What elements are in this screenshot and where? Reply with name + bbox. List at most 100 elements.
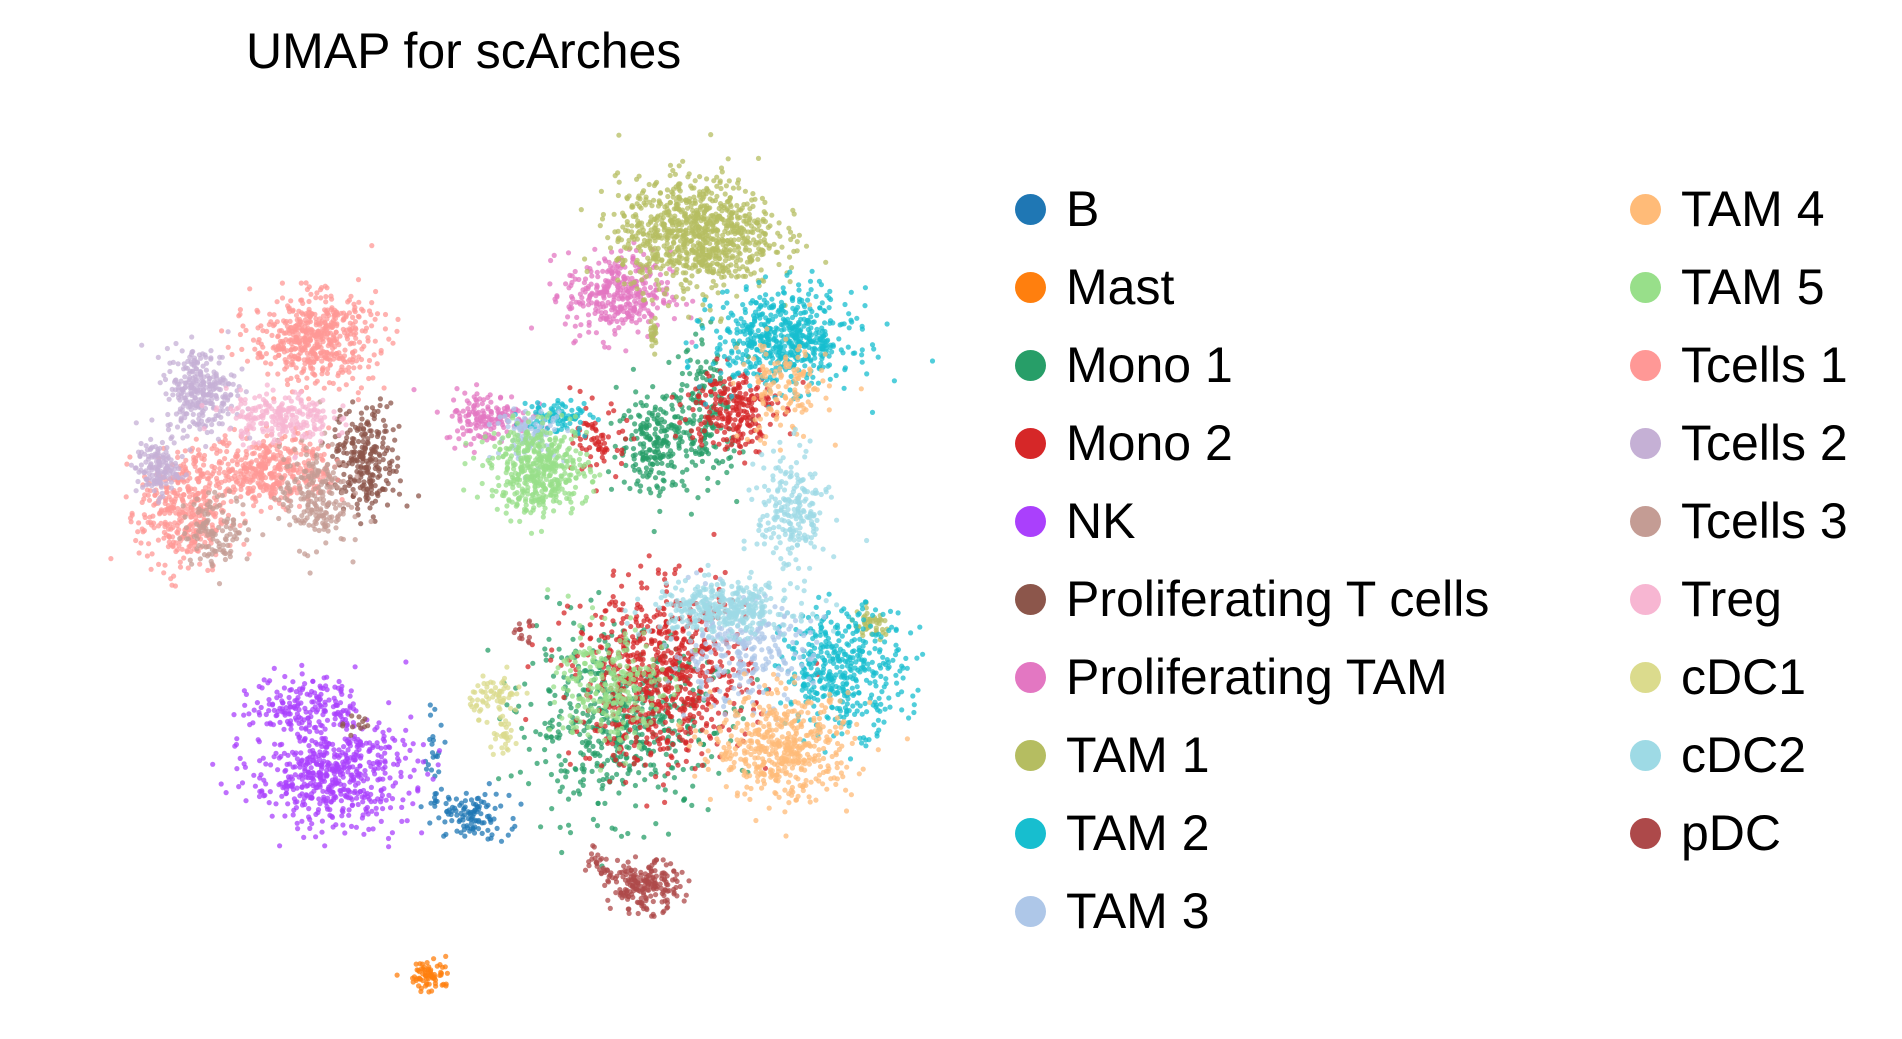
- data-point: [383, 744, 389, 751]
- data-point: [486, 781, 492, 787]
- data-point: [537, 731, 543, 737]
- data-point: [679, 706, 685, 712]
- data-point: [604, 772, 610, 778]
- data-point: [760, 218, 766, 224]
- data-point: [699, 751, 705, 757]
- data-point: [471, 811, 477, 817]
- data-point: [620, 616, 626, 622]
- data-point: [588, 597, 594, 603]
- data-point: [435, 762, 441, 768]
- data-point: [726, 376, 733, 382]
- data-point: [453, 796, 459, 802]
- data-point: [357, 485, 363, 491]
- data-point: [813, 293, 819, 300]
- data-point: [611, 736, 617, 742]
- data-point: [346, 812, 352, 818]
- data-point: [662, 571, 668, 577]
- data-point: [699, 414, 705, 420]
- data-point: [324, 717, 331, 723]
- data-point: [862, 285, 869, 291]
- data-point: [478, 414, 484, 420]
- data-point: [364, 458, 370, 464]
- data-point: [699, 203, 705, 209]
- data-point: [692, 178, 698, 184]
- data-point: [726, 679, 732, 685]
- data-point: [621, 707, 627, 713]
- data-point: [750, 229, 756, 236]
- data-point: [534, 760, 540, 767]
- data-point: [556, 721, 562, 728]
- data-point: [671, 775, 678, 781]
- data-point: [373, 811, 380, 817]
- data-point: [710, 278, 716, 284]
- data-point: [599, 633, 605, 639]
- data-point: [615, 170, 621, 176]
- data-point: [303, 792, 309, 798]
- data-point: [492, 805, 498, 812]
- data-point: [643, 273, 650, 279]
- data-point: [566, 822, 572, 828]
- data-point: [683, 262, 690, 269]
- data-point: [639, 585, 645, 591]
- data-point: [708, 432, 715, 438]
- data-point: [703, 220, 709, 226]
- data-point: [634, 481, 640, 487]
- data-point: [611, 211, 617, 217]
- data-point: [383, 478, 389, 484]
- data-point: [577, 603, 583, 609]
- data-point: [295, 731, 301, 737]
- data-point: [411, 767, 417, 773]
- data-point: [353, 824, 359, 830]
- data-point: [690, 439, 696, 446]
- data-point: [619, 317, 625, 323]
- data-point: [676, 647, 683, 654]
- data-point: [442, 819, 448, 825]
- data-point: [449, 818, 455, 824]
- data-point: [599, 454, 605, 460]
- data-point: [313, 784, 319, 791]
- data-point: [623, 779, 629, 786]
- data-point: [404, 818, 410, 824]
- data-point: [688, 395, 694, 401]
- data-point: [695, 359, 701, 365]
- data-point: [794, 239, 800, 245]
- data-point: [710, 464, 717, 471]
- data-point: [287, 761, 293, 767]
- data-point: [394, 972, 400, 978]
- data-point: [616, 790, 622, 796]
- data-point: [322, 843, 328, 849]
- data-point: [366, 759, 372, 766]
- data-point: [358, 755, 364, 761]
- data-point: [269, 813, 275, 819]
- data-point: [787, 279, 793, 285]
- data-point: [382, 451, 388, 457]
- data-point: [669, 394, 675, 400]
- data-point: [309, 775, 316, 782]
- data-point: [318, 691, 324, 697]
- data-point: [364, 790, 370, 797]
- data-point: [611, 408, 617, 414]
- data-point: [310, 678, 316, 684]
- data-point: [845, 344, 851, 350]
- data-point: [310, 757, 316, 764]
- data-point: [680, 469, 686, 475]
- data-point: [717, 334, 723, 341]
- data-point: [761, 209, 767, 215]
- data-point: [441, 833, 447, 839]
- data-point: [625, 300, 631, 306]
- data-point: [556, 753, 562, 759]
- data-point: [386, 470, 393, 476]
- data-point: [462, 833, 468, 839]
- data-point: [636, 770, 642, 776]
- data-point: [451, 397, 457, 403]
- data-point: [648, 771, 654, 777]
- data-point: [738, 707, 744, 714]
- data-point: [452, 445, 458, 451]
- data-point: [592, 246, 598, 252]
- data-point: [641, 188, 647, 194]
- data-point: [708, 132, 714, 138]
- data-point: [726, 673, 733, 679]
- data-point: [471, 449, 477, 455]
- data-point: [505, 832, 511, 838]
- data-point: [410, 801, 416, 807]
